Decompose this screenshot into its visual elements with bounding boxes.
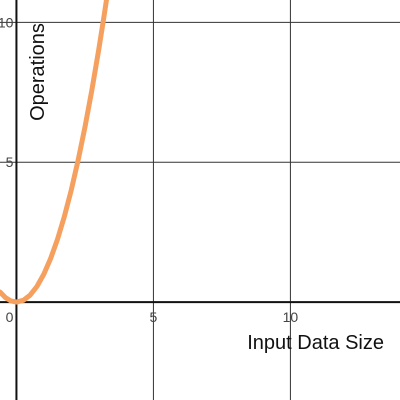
y-tick-label: 5	[6, 154, 14, 170]
x-tick-label: 0	[6, 309, 14, 325]
y-axis-label: Operations	[27, 23, 49, 121]
x-tick-label: 5	[150, 309, 158, 325]
y-tick-label: 10	[0, 14, 14, 30]
x-axis-label: Input Data Size	[247, 332, 384, 354]
x-tick-label: 10	[283, 309, 299, 325]
